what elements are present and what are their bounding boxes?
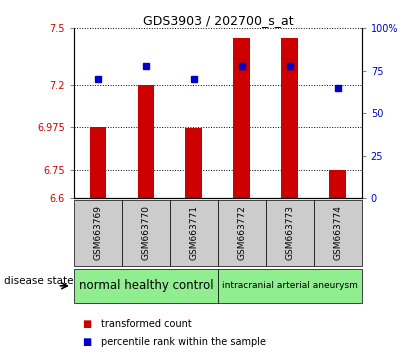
Text: disease state: disease state [4, 275, 74, 286]
Text: ■: ■ [82, 319, 92, 329]
Text: ■: ■ [82, 337, 92, 347]
Text: GSM663772: GSM663772 [237, 205, 246, 260]
Text: GSM663769: GSM663769 [93, 205, 102, 260]
Bar [329, 170, 346, 198]
Text: GSM663773: GSM663773 [285, 205, 294, 260]
Text: GSM663774: GSM663774 [333, 205, 342, 260]
Bar [90, 127, 106, 198]
Text: intracranial arterial aneurysm: intracranial arterial aneurysm [222, 281, 358, 290]
Bar [185, 129, 202, 198]
Bar [282, 38, 298, 198]
Text: percentile rank within the sample: percentile rank within the sample [101, 337, 266, 347]
Text: transformed count: transformed count [101, 319, 192, 329]
Bar [233, 38, 250, 198]
Title: GDS3903 / 202700_s_at: GDS3903 / 202700_s_at [143, 14, 293, 27]
Text: normal healthy control: normal healthy control [79, 279, 213, 292]
Bar [138, 85, 154, 198]
Text: GSM663771: GSM663771 [189, 205, 199, 260]
Text: GSM663770: GSM663770 [141, 205, 150, 260]
